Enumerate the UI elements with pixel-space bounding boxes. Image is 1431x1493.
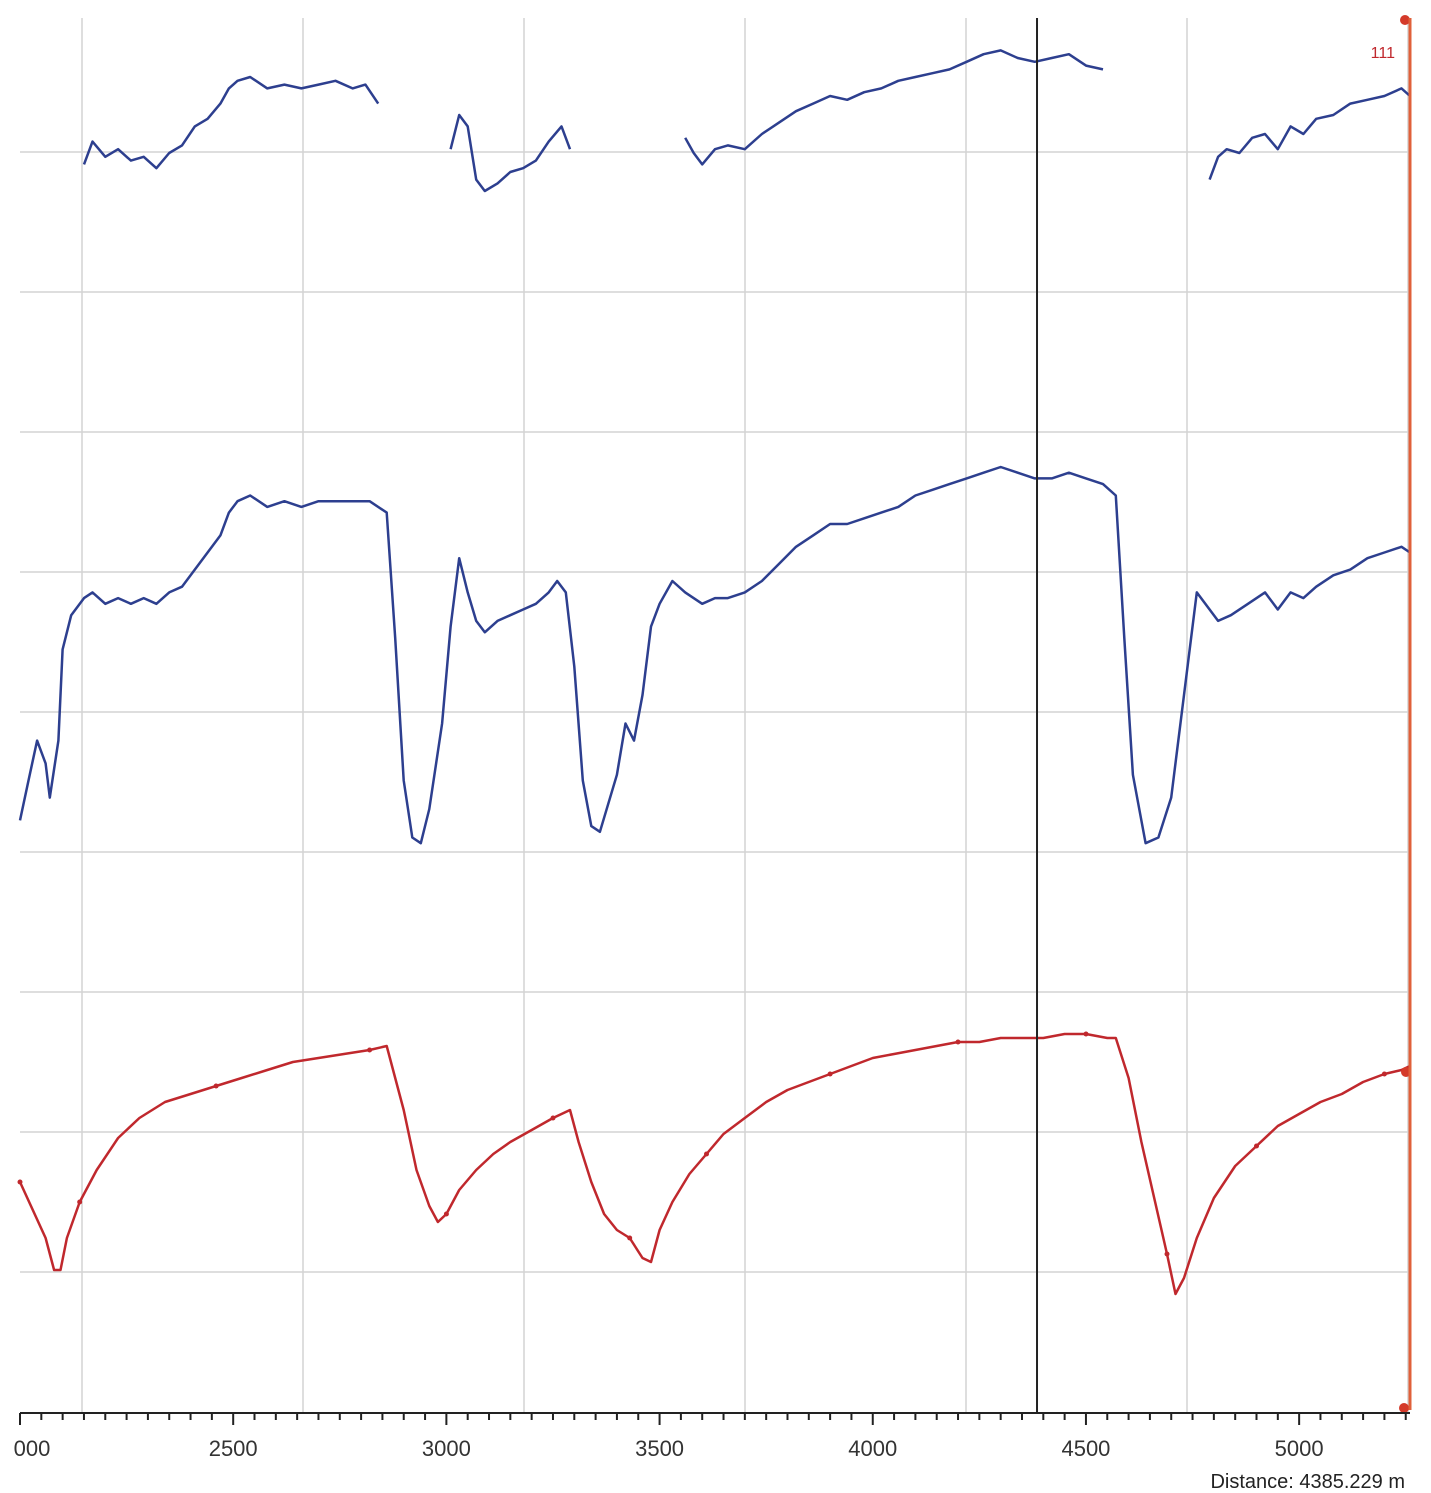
x-tick-label: 000 <box>14 1436 51 1461</box>
lower-series-point <box>367 1047 373 1053</box>
lower-series-point <box>1254 1143 1259 1149</box>
upper-series-line-0 <box>82 75 380 170</box>
lower-series-point <box>1381 1071 1387 1077</box>
x-tick-label: 4500 <box>1061 1436 1110 1461</box>
x-tick-label: 3500 <box>635 1436 684 1461</box>
series-layer <box>17 15 1411 1413</box>
lower-series-point <box>955 1039 961 1045</box>
lower-series-point <box>627 1235 633 1241</box>
boundary-marker-2 <box>1399 1403 1409 1413</box>
x-tick-label: 4000 <box>848 1436 897 1461</box>
lower-series-point <box>1164 1251 1170 1257</box>
lower-series-point <box>77 1199 83 1205</box>
lower-series-point <box>17 1179 23 1185</box>
x-tick-labels: 000 2500 3000 3500 4000 4500 5000 <box>14 1436 1324 1461</box>
lower-series-point <box>704 1151 709 1157</box>
lower-series-point <box>443 1211 449 1217</box>
lower-series-point <box>213 1083 219 1089</box>
x-tick-label: 2500 <box>209 1436 258 1461</box>
lower-series-point <box>550 1115 556 1121</box>
middle-series-line-0 <box>18 465 1411 845</box>
x-tick-label: 3000 <box>422 1436 471 1461</box>
lower-series-line-0 <box>18 1032 1411 1296</box>
upper-series-line-3 <box>1208 87 1411 181</box>
lower-series-point <box>1083 1031 1089 1037</box>
grid <box>20 18 1410 1413</box>
lower-series-point <box>827 1071 833 1077</box>
boundary-marker-0 <box>1400 15 1410 25</box>
upper-series-line-1 <box>449 113 572 193</box>
upper-series-line-2 <box>684 49 1104 166</box>
corner-label: 111 <box>1371 45 1395 62</box>
x-tick-label: 5000 <box>1275 1436 1324 1461</box>
x-axis <box>19 1412 1410 1425</box>
distance-readout: Distance: 4385.229 m <box>1210 1471 1405 1493</box>
